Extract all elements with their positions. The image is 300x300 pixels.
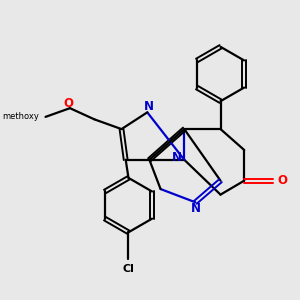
Text: Cl: Cl <box>122 264 134 274</box>
Text: methoxy: methoxy <box>2 112 39 122</box>
Text: N: N <box>172 151 182 164</box>
Text: O: O <box>63 98 73 110</box>
Text: N: N <box>144 100 154 112</box>
Text: O: O <box>277 174 287 187</box>
Text: N: N <box>191 202 201 215</box>
